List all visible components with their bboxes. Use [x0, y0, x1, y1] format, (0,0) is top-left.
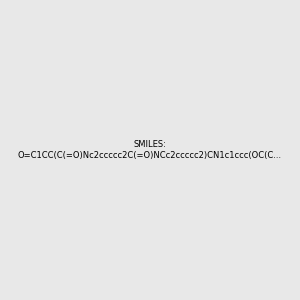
Text: SMILES:
O=C1CC(C(=O)Nc2ccccc2C(=O)NCc2ccccc2)CN1c1ccc(OC(C...: SMILES: O=C1CC(C(=O)Nc2ccccc2C(=O)NCc2cc…: [18, 140, 282, 160]
